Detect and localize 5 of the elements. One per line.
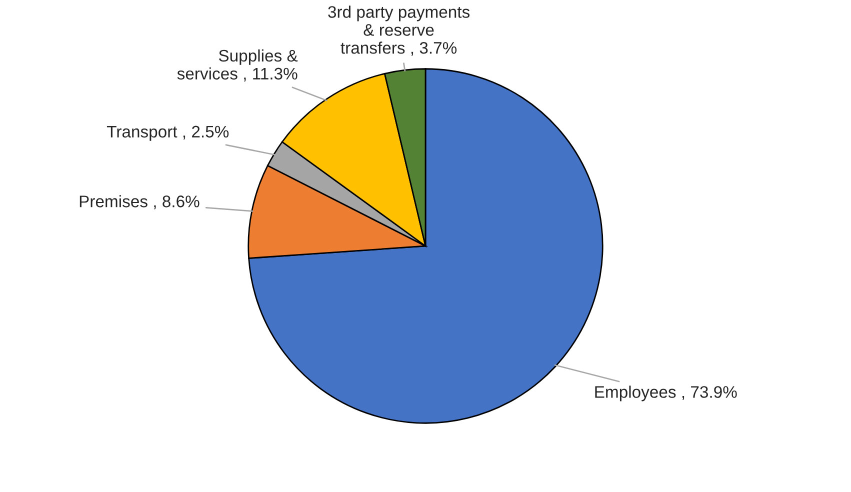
slice-label: 3rd party payments & reserve transfers , 3.7% (328, 6, 470, 56)
slice-label: Employees , 73.9% (595, 386, 737, 402)
slice-label: Supplies & services , 11.3% (177, 49, 298, 82)
slice-label: Premises , 8.6% (80, 195, 200, 210)
slice-label: Transport , 2.5% (106, 126, 229, 141)
